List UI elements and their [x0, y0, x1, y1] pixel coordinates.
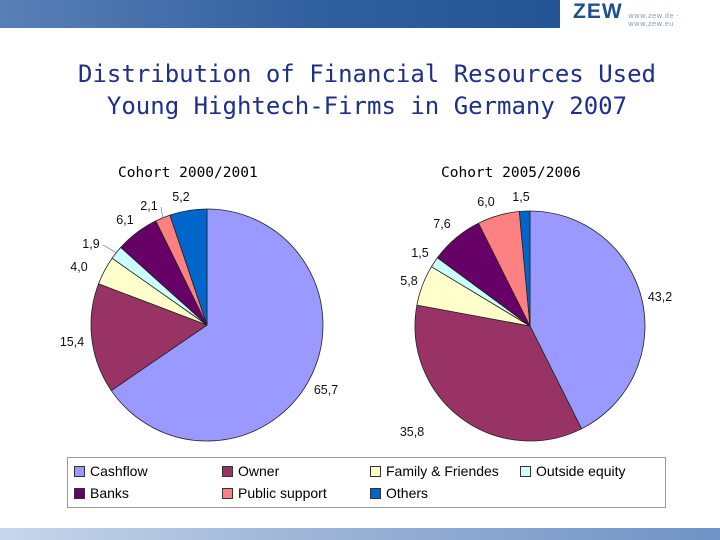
- logo-background: [560, 0, 720, 36]
- legend-item-family-friends: Family & Friendes: [370, 463, 499, 479]
- legend-swatch-others: [370, 487, 381, 499]
- legend-item-banks: Banks: [74, 485, 129, 501]
- data-label-public-support: 6,0: [477, 195, 494, 209]
- legend-label: Banks: [90, 485, 129, 501]
- legend-label: Outside equity: [536, 463, 626, 479]
- data-label-banks: 7,6: [433, 217, 450, 231]
- legend-swatch-outside-equity: [520, 465, 531, 477]
- legend-swatch-owner: [222, 465, 233, 477]
- legend-swatch-cashflow: [74, 465, 85, 477]
- data-label-owner: 35,8: [400, 425, 424, 439]
- header-band: [0, 0, 720, 36]
- legend-item-owner: Owner: [222, 463, 279, 479]
- title-line-1: Distribution of Financial Resources Used: [78, 60, 656, 88]
- data-label-cashflow: 65,7: [314, 383, 338, 397]
- legend-item-cashflow: Cashflow: [74, 463, 148, 479]
- data-label-others: 5,2: [172, 190, 189, 204]
- legend-item-others: Others: [370, 485, 428, 501]
- pie-slice-cashflow: [110, 208, 324, 442]
- footer-band: [0, 528, 720, 540]
- chart-legend: Cashflow Owner Family & Friendes Outside…: [67, 457, 666, 508]
- legend-label: Public support: [238, 485, 327, 501]
- pie-chart-2005-2006: 43,2 35,8 5,8 1,5 7,6 6,0 1,5: [400, 190, 672, 442]
- pie-slice-owner: [414, 304, 583, 442]
- zew-logo: ZEW: [573, 0, 623, 23]
- legend-item-outside-equity: Outside equity: [520, 463, 626, 479]
- logo-url: www.zew.de · www.zew.eu: [628, 12, 679, 28]
- data-label-outside-equity: 1,9: [82, 237, 99, 251]
- data-label-cashflow: 43,2: [648, 290, 672, 304]
- pie-slice-cashflow: [529, 210, 646, 430]
- data-label-owner: 15,4: [60, 335, 84, 349]
- chart-2-title: Cohort 2005/2006: [441, 165, 581, 181]
- legend-swatch-banks: [74, 487, 85, 499]
- legend-label: Owner: [238, 463, 280, 479]
- legend-label: Cashflow: [90, 463, 148, 479]
- legend-swatch-public-support: [222, 487, 233, 499]
- chart-1-title: Cohort 2000/2001: [118, 165, 258, 181]
- data-label-outside-equity: 1,5: [411, 246, 428, 260]
- data-label-family-and-friendes: 5,8: [400, 274, 417, 288]
- title-line-2: Young Hightech-Firms in Germany 2007: [106, 92, 628, 120]
- legend-label: Family & Friendes: [386, 463, 499, 479]
- legend-swatch-family-friends: [370, 465, 381, 477]
- pie-slice-owner: [90, 283, 208, 392]
- data-label-others: 1,5: [512, 190, 529, 204]
- data-label-public-support: 2,1: [140, 199, 157, 213]
- legend-item-public-support: Public support: [222, 485, 327, 501]
- slide-title: Distribution of Financial Resources Used…: [0, 58, 720, 122]
- pie-slice-others: [518, 210, 531, 327]
- leader-line: [102, 244, 117, 253]
- pie-slice-others: [169, 208, 208, 326]
- leader-line: [160, 206, 164, 218]
- pie-chart-2000-2001: 65,7 15,4 4,0 1,9 6,1 2,1 5,2: [60, 190, 338, 442]
- data-label-family-and-friendes: 4,0: [70, 260, 87, 274]
- legend-label: Others: [386, 485, 429, 501]
- data-label-banks: 6,1: [116, 213, 133, 227]
